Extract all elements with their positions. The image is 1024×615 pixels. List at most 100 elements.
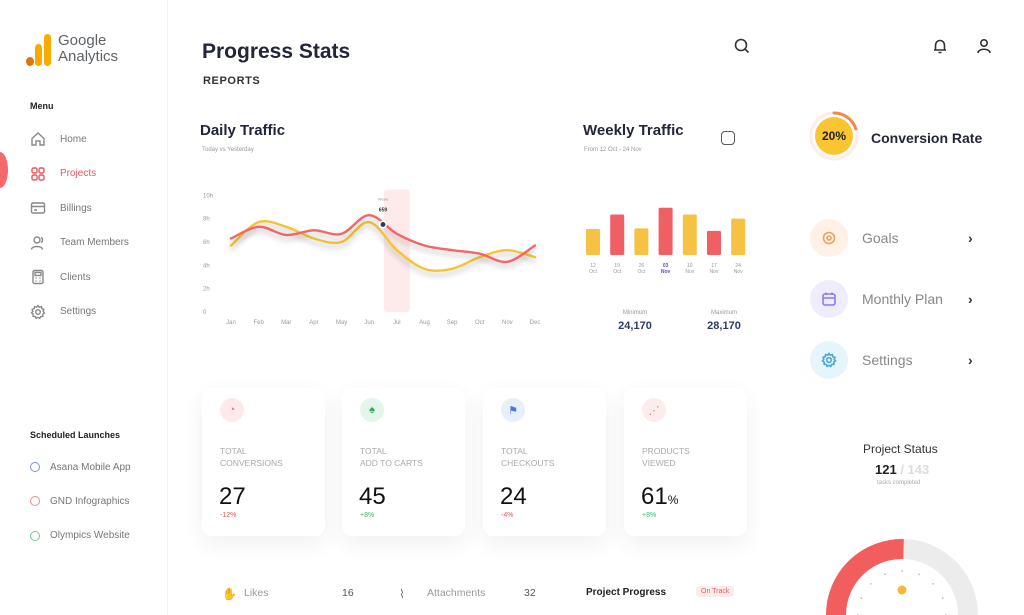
weekly-minimum: Minimum 24,170 — [605, 310, 665, 332]
likes-label[interactable]: Likes — [244, 587, 269, 599]
search-button[interactable] — [733, 37, 753, 57]
users-icon — [30, 236, 44, 250]
card-icon — [30, 202, 46, 214]
bar-19-oct[interactable] — [610, 214, 625, 255]
x-tick-month: Oct — [613, 269, 621, 275]
nav-item-home[interactable]: Home — [30, 122, 129, 157]
weekly-min-value: 24,170 — [618, 320, 652, 332]
x-tick-label: Nov — [502, 320, 513, 326]
nav-item-billings[interactable]: Billings — [30, 191, 129, 226]
card-label: TOTAL — [360, 446, 387, 456]
card-delta: +8% — [360, 512, 375, 519]
stat-card-add-to-carts[interactable]: ♠ TOTAL ADD TO CARTS 45 +8% — [342, 388, 465, 536]
attachments-label[interactable]: Attachments — [427, 587, 486, 599]
nav-label: Projects — [60, 168, 97, 180]
project-status-gauge — [826, 539, 978, 615]
sidebar: Google Analytics Menu Home Projects Bill… — [0, 0, 168, 615]
bar-26-oct[interactable] — [634, 228, 649, 255]
chevron-right-icon: › — [968, 352, 973, 368]
card-label: PRODUCTS — [642, 446, 690, 456]
tasks-done: 121 — [875, 462, 897, 477]
weekly-maximum: Maximum 28,170 — [694, 310, 754, 332]
paperclip-icon: ⌇ — [399, 587, 405, 601]
profile-button[interactable] — [975, 37, 995, 57]
x-tick-month: Nov — [734, 269, 743, 275]
x-tick-label: Sep — [447, 320, 458, 326]
bar-10-nov[interactable] — [682, 214, 697, 255]
launch-item[interactable]: Olympics Website — [30, 519, 131, 553]
goals-link[interactable]: Goals › — [810, 218, 973, 258]
analytics-logo-icon — [26, 32, 52, 66]
gear-icon — [30, 304, 46, 320]
x-tick-day: 10 — [687, 263, 693, 269]
project-status-title: Project Status — [863, 442, 938, 456]
search-icon — [734, 38, 750, 54]
clap-icon: ✋ — [222, 587, 237, 601]
nav-item-team-members[interactable]: Team Members — [30, 226, 129, 261]
x-tick-month: Oct — [638, 269, 646, 275]
daily-traffic-chart: 0 2h 4h 6h 8h 10h Jan Feb Mar Apr May Jun Jul Aug Sep… — [203, 189, 540, 326]
y-tick-label: 8h — [203, 217, 210, 223]
trend-icon: ⋰ — [642, 398, 666, 422]
x-tick-month: Nov — [661, 269, 671, 275]
tooltip-label: Week — [378, 197, 388, 202]
card-value: 27 — [219, 483, 246, 510]
weekly-trend-icon[interactable] — [721, 131, 735, 145]
gauge-tick — [917, 573, 920, 576]
active-nav-indicator — [0, 152, 8, 188]
gauge-tick — [901, 570, 903, 572]
bar-12-oct[interactable] — [586, 229, 600, 255]
y-tick-label: 2h — [203, 287, 210, 293]
nav-label: Clients — [60, 271, 91, 283]
card-label: TOTAL — [501, 446, 528, 456]
launch-item[interactable]: Asana Mobile App — [30, 450, 131, 484]
x-tick-label: Jul — [393, 320, 401, 326]
x-tick-month: Nov — [685, 269, 694, 275]
chevron-right-icon: › — [968, 291, 973, 307]
project-status-count: 121 / 143 — [875, 462, 929, 477]
card-delta: -12% — [220, 512, 237, 519]
stat-card-products-viewed[interactable]: ⋰ PRODUCTS VIEWED 61% +8% — [624, 388, 747, 536]
weekly-max-value: 28,170 — [707, 320, 741, 332]
x-tick-month: Oct — [589, 269, 597, 275]
attachments-value: 32 — [524, 587, 536, 599]
x-tick-label: May — [336, 320, 347, 326]
y-tick-label: 0 — [203, 310, 207, 316]
launch-status-dot — [30, 530, 40, 541]
bar-03-nov[interactable] — [658, 207, 673, 255]
target-icon — [822, 231, 836, 245]
chart-tooltip: Week 659 — [378, 197, 388, 229]
leaf-icon: ♠ — [360, 398, 384, 422]
weekly-max-label: Maximum — [710, 310, 737, 316]
nav-item-projects[interactable]: Projects — [30, 157, 129, 192]
calendar-icon — [822, 292, 836, 306]
card-label: VIEWED — [642, 457, 676, 468]
launch-item[interactable]: GND Infographics — [30, 484, 131, 518]
conversion-rate-ring: 20% — [809, 111, 859, 161]
nav-item-clients[interactable]: Clients — [30, 260, 129, 295]
launch-label: Olympics Website — [50, 530, 130, 542]
notifications-button[interactable] — [931, 37, 951, 57]
card-value: 24 — [500, 483, 527, 510]
stat-card-checkouts[interactable]: ⚑ TOTAL CHECKOUTS 24 -4% — [483, 388, 606, 536]
bell-icon — [934, 39, 946, 54]
gauge-needle-hub — [897, 585, 907, 595]
project-progress-label: Project Progress — [586, 587, 667, 598]
bar-17-nov[interactable] — [707, 230, 721, 255]
stat-card-conversions[interactable]: ◔ TOTAL CONVERSIONS 27 -12% — [202, 388, 325, 536]
x-tick-day: 17 — [711, 263, 717, 269]
app-logo[interactable]: Google Analytics — [26, 32, 118, 66]
tooltip-point[interactable] — [379, 220, 387, 229]
conversion-rate-title: Conversion Rate — [871, 130, 983, 146]
settings-link[interactable]: Settings › — [810, 340, 973, 380]
monthly-plan-link[interactable]: Monthly Plan › — [810, 279, 973, 319]
bar-24-nov[interactable] — [731, 218, 746, 255]
gauge-tick — [932, 582, 935, 585]
card-label: CHECKOUTS — [501, 457, 555, 468]
card-delta: -4% — [501, 512, 514, 519]
card-label: ADD TO CARTS — [360, 457, 423, 468]
weekly-traffic-title: Weekly Traffic — [583, 122, 684, 139]
nav-item-settings[interactable]: Settings — [30, 295, 129, 330]
card-value: 45 — [359, 483, 386, 510]
